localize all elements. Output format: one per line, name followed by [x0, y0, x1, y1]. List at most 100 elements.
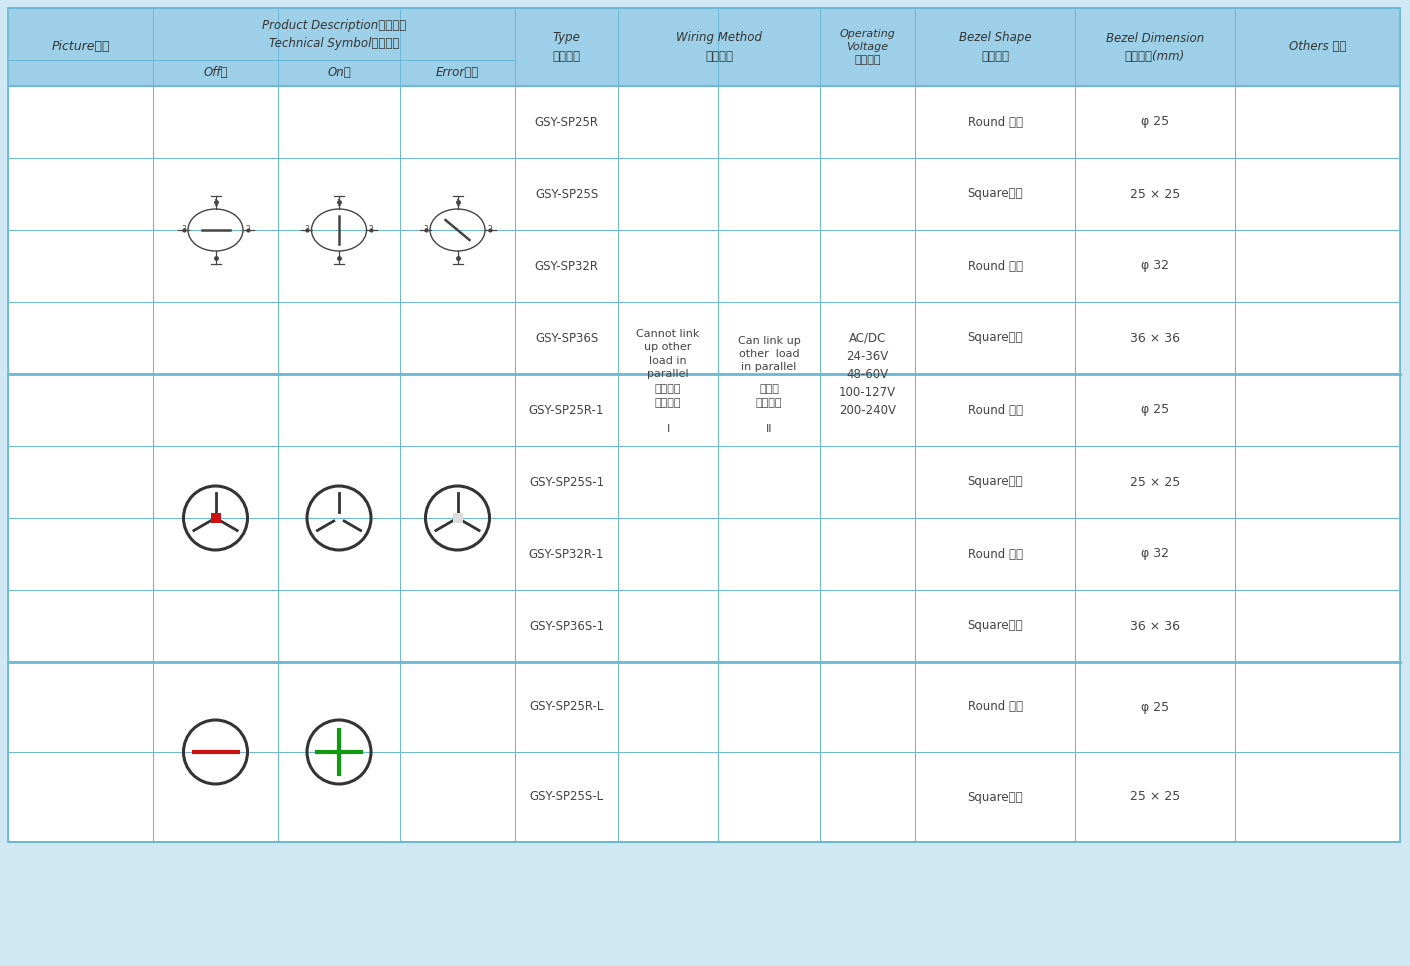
Text: 36 × 36: 36 × 36: [1129, 331, 1180, 345]
Text: I: I: [667, 424, 670, 434]
Text: 25 × 25: 25 × 25: [1129, 790, 1180, 804]
Bar: [1235, 302, 1400, 374]
Bar: [515, 230, 618, 302]
Bar: [1074, 518, 1235, 590]
Bar: [515, 374, 618, 446]
Bar: [821, 86, 915, 374]
Bar: [915, 662, 1074, 752]
Bar: [154, 662, 515, 842]
Bar: [515, 662, 618, 752]
Bar: [1235, 230, 1400, 302]
Text: GSY-SP36S: GSY-SP36S: [534, 331, 598, 345]
Text: 1: 1: [213, 200, 219, 209]
Bar: [515, 518, 618, 590]
Text: φ 25: φ 25: [1141, 116, 1169, 128]
Bar: [515, 752, 618, 842]
Bar: [618, 374, 718, 662]
Text: 2: 2: [368, 225, 374, 235]
Text: φ 25: φ 25: [1141, 404, 1169, 416]
Text: Wiring Method
接线方式: Wiring Method 接线方式: [675, 32, 761, 63]
Text: Square方形: Square方形: [967, 331, 1022, 345]
Bar: [1074, 752, 1235, 842]
Bar: [8, 86, 154, 374]
Text: Picture图片: Picture图片: [51, 41, 110, 53]
Bar: [8, 8, 1400, 842]
Text: Square方形: Square方形: [967, 790, 1022, 804]
Bar: [915, 752, 1074, 842]
Bar: [1074, 302, 1235, 374]
Bar: [915, 446, 1074, 518]
Bar: [154, 374, 515, 662]
Bar: [515, 446, 618, 518]
Text: GSY-SP25R-L: GSY-SP25R-L: [529, 700, 603, 714]
Text: Type
产品型号: Type 产品型号: [553, 32, 581, 63]
Bar: [915, 590, 1074, 662]
Bar: [1074, 662, 1235, 752]
Text: 1: 1: [455, 200, 460, 209]
Text: Error错误: Error错误: [436, 67, 479, 79]
Text: Square方形: Square方形: [967, 187, 1022, 201]
Bar: [718, 86, 821, 374]
Bar: [821, 374, 915, 662]
Text: 36 × 36: 36 × 36: [1129, 619, 1180, 633]
Text: GSY-SP25S-1: GSY-SP25S-1: [529, 475, 603, 489]
Bar: [915, 518, 1074, 590]
Bar: [915, 86, 1074, 158]
Text: 3: 3: [180, 225, 186, 235]
Text: 25 × 25: 25 × 25: [1129, 187, 1180, 201]
Bar: [453, 513, 462, 523]
Text: 2: 2: [486, 225, 492, 235]
Text: GSY-SP25S-L: GSY-SP25S-L: [529, 790, 603, 804]
Text: φ 25: φ 25: [1141, 700, 1169, 714]
Text: 25 × 25: 25 × 25: [1129, 475, 1180, 489]
Bar: [1235, 518, 1400, 590]
Bar: [8, 662, 154, 842]
Text: Can link up
other  load
in parallel: Can link up other load in parallel: [737, 336, 801, 372]
Bar: [1235, 86, 1400, 158]
Bar: [8, 374, 154, 662]
Text: GSY-SP25S: GSY-SP25S: [534, 187, 598, 201]
Bar: [821, 662, 915, 842]
Text: GSY-SP25R-1: GSY-SP25R-1: [529, 404, 605, 416]
Bar: [8, 8, 1400, 842]
Bar: [1074, 446, 1235, 518]
Bar: [915, 158, 1074, 230]
Bar: [1074, 158, 1235, 230]
Text: 3: 3: [305, 225, 309, 235]
Text: Bezel Shape
面壳外形: Bezel Shape 面壳外形: [959, 32, 1031, 63]
Bar: [515, 86, 618, 158]
Text: AC/DC
24-36V
48-60V
100-127V
200-240V: AC/DC 24-36V 48-60V 100-127V 200-240V: [839, 331, 897, 416]
Text: GSY-SP32R-1: GSY-SP32R-1: [529, 548, 605, 560]
Text: Cannot link
up other
load in
parallel: Cannot link up other load in parallel: [636, 329, 699, 379]
Bar: [8, 60, 1400, 86]
Text: On开: On开: [327, 67, 351, 79]
Bar: [1235, 752, 1400, 842]
Text: Off关: Off关: [203, 67, 228, 79]
Text: GSY-SP32R: GSY-SP32R: [534, 260, 598, 272]
Bar: [154, 86, 515, 374]
Bar: [1074, 590, 1235, 662]
Text: 2: 2: [245, 225, 250, 235]
Bar: [718, 374, 821, 662]
Text: 可并联
其他负载: 可并联 其他负载: [756, 384, 783, 408]
Bar: [618, 86, 718, 374]
Bar: [8, 8, 1400, 60]
Text: Operating
Voltage
工作电压: Operating Voltage 工作电压: [839, 29, 895, 65]
Text: GSY-SP36S-1: GSY-SP36S-1: [529, 619, 603, 633]
Bar: [1074, 374, 1235, 446]
Bar: [1074, 230, 1235, 302]
Bar: [210, 513, 220, 523]
Text: 1: 1: [337, 200, 341, 209]
Bar: [618, 662, 718, 842]
Bar: [915, 230, 1074, 302]
Text: Round 圆形: Round 圆形: [967, 700, 1022, 714]
Text: II: II: [766, 424, 773, 434]
Bar: [1235, 374, 1400, 446]
Bar: [515, 302, 618, 374]
Bar: [1074, 86, 1235, 158]
Text: Round 圆形: Round 圆形: [967, 404, 1022, 416]
Text: Round 圆形: Round 圆形: [967, 260, 1022, 272]
Bar: [915, 374, 1074, 446]
Text: Round 圆形: Round 圆形: [967, 548, 1022, 560]
Text: Square方形: Square方形: [967, 475, 1022, 489]
